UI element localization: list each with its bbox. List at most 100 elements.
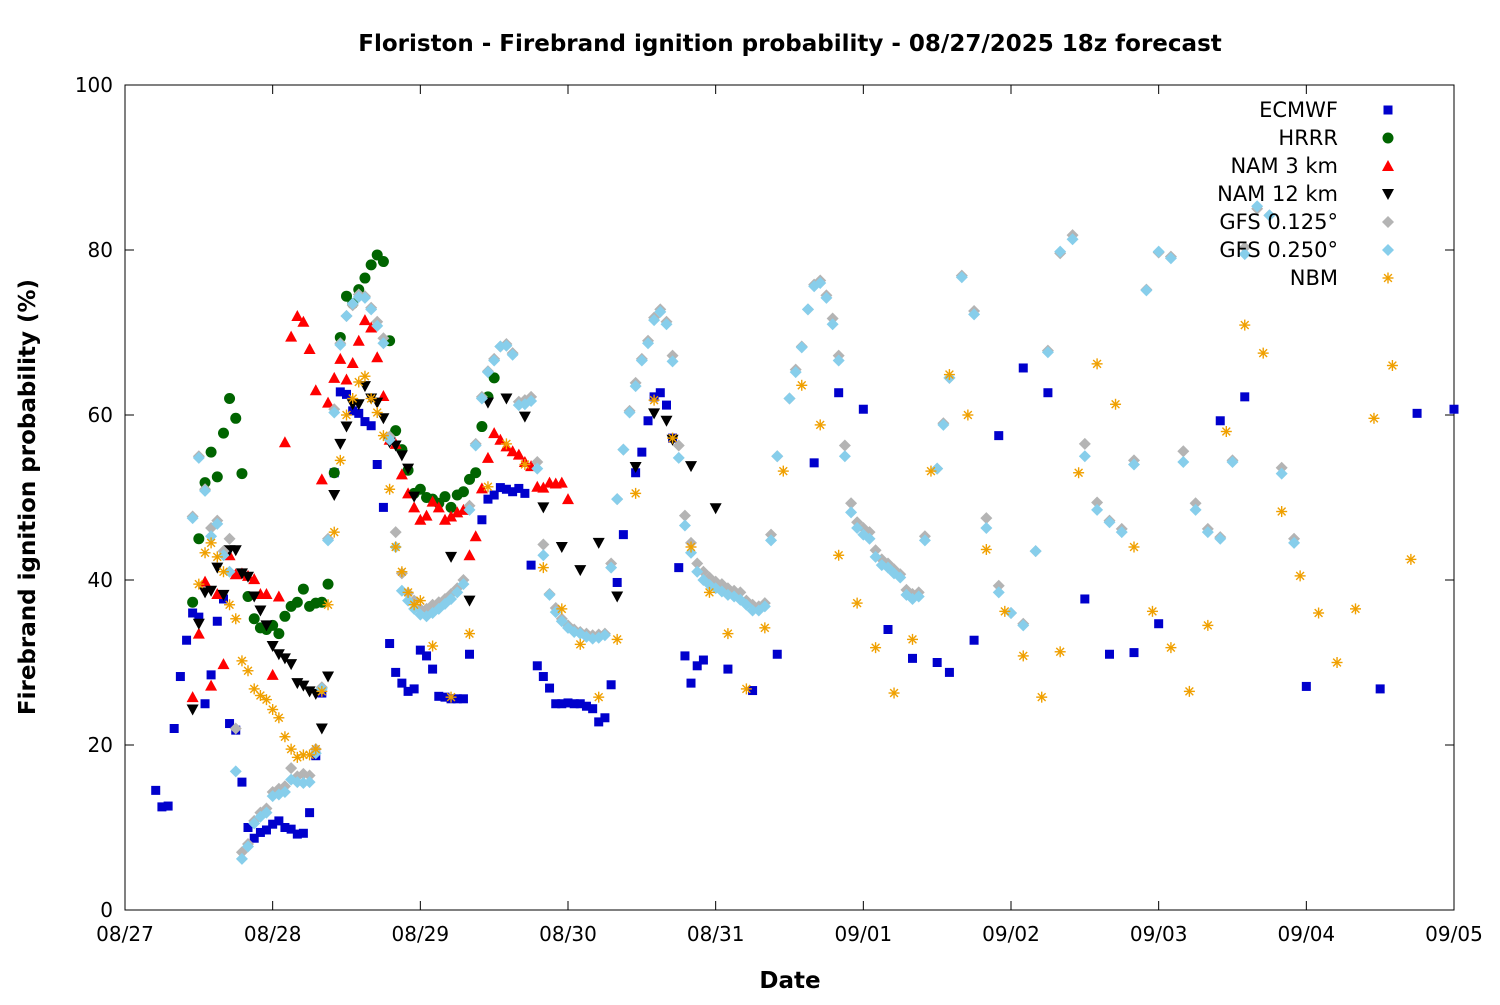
data-point-nam-12-km (408, 491, 421, 503)
data-point-gfs-0-250 (1041, 346, 1054, 359)
data-point-ecmwf (378, 502, 388, 512)
data-point-nam-12-km (537, 502, 550, 514)
data-point-hrrr (297, 583, 309, 595)
data-point-ecmwf (182, 635, 192, 645)
data-point-gfs-0-250 (838, 450, 851, 463)
data-point-ecmwf (409, 684, 419, 694)
data-point-gfs-0-250 (912, 590, 925, 603)
data-point-nbm (328, 526, 340, 538)
data-point-gfs-0-250 (365, 303, 378, 316)
data-point-nam-12-km (242, 571, 255, 583)
data-point-gfs-0-250 (746, 604, 759, 617)
y-tick-label: 20 (88, 733, 113, 757)
data-point-nam-3-km (365, 321, 378, 333)
data-point-ecmwf (249, 833, 259, 843)
data-point-nbm (1276, 506, 1288, 518)
data-point-ecmwf (655, 388, 665, 398)
data-point-gfs-0-250 (869, 550, 882, 563)
data-point-gfs-0-250 (229, 765, 242, 778)
data-point-nbm (685, 541, 697, 553)
data-point-ecmwf (298, 828, 308, 838)
data-point-nbm (814, 419, 826, 431)
data-point-gfs-0-250 (980, 522, 993, 535)
data-point-nbm (851, 597, 863, 609)
y-tick-label: 40 (88, 568, 113, 592)
data-point-nam-3-km (488, 427, 501, 439)
data-point-nam-12-km (266, 641, 279, 652)
series-hrrr (187, 249, 500, 640)
legend-marker (1382, 189, 1394, 200)
data-point-ecmwf (1080, 594, 1090, 604)
data-point-gfs-0-250 (1017, 619, 1030, 632)
data-point-nbm (1350, 603, 1362, 615)
data-point-nbm (925, 465, 937, 477)
data-point-hrrr (273, 628, 285, 640)
data-point-nam-3-km (512, 448, 525, 460)
data-point-nam-3-km (414, 513, 427, 525)
data-point-nbm (1294, 570, 1306, 582)
data-point-gfs-0-125 (838, 439, 851, 452)
data-point-gfs-0-250 (340, 310, 353, 322)
data-point-gfs-0-250 (672, 451, 685, 464)
x-tick-label: 08/30 (539, 922, 597, 946)
data-point-ecmwf (1449, 404, 1459, 414)
data-point-nam-3-km (445, 510, 458, 522)
data-point-nbm (1239, 319, 1251, 331)
data-point-nbm (199, 547, 211, 559)
data-point-ecmwf (686, 678, 696, 688)
data-point-nam-3-km (395, 468, 408, 480)
data-point-hrrr (439, 491, 451, 503)
y-axis-title: Firebrand ignition probability (%) (15, 279, 41, 715)
data-point-nam-12-km (592, 537, 605, 549)
data-point-hrrr (341, 290, 352, 302)
data-point-gfs-0-250 (303, 776, 316, 789)
data-point-ecmwf (286, 824, 296, 834)
data-point-ecmwf (637, 447, 647, 457)
data-point-ecmwf (575, 699, 585, 709)
data-point-ecmwf (994, 431, 1004, 441)
data-point-gfs-0-250 (1238, 248, 1251, 261)
data-point-ecmwf (489, 490, 499, 500)
data-point-ecmwf (292, 829, 302, 839)
data-point-nam-3-km (346, 357, 359, 369)
data-point-ecmwf (151, 785, 161, 795)
data-point-ecmwf (200, 699, 210, 709)
data-point-nam-3-km (217, 658, 230, 670)
data-point-ecmwf (1154, 619, 1164, 629)
data-point-gfs-0-250 (918, 534, 931, 547)
data-point-ecmwf (545, 683, 555, 693)
data-point-nbm (1368, 412, 1380, 424)
data-point-gfs-0-250 (937, 418, 950, 431)
data-point-ecmwf (501, 484, 511, 494)
data-point-gfs-0-250 (377, 337, 390, 350)
data-point-gfs-0-250 (666, 355, 679, 368)
data-point-nbm (611, 633, 623, 645)
data-point-ecmwf (698, 655, 708, 665)
data-point-gfs-0-250 (1029, 545, 1042, 558)
data-point-nam-3-km (463, 549, 476, 561)
data-point-nbm (402, 586, 414, 598)
data-point-nbm (273, 712, 285, 724)
legend-label: ECMWF (1259, 98, 1338, 122)
data-point-ecmwf (422, 651, 432, 661)
data-point-gfs-0-250 (543, 588, 556, 601)
data-point-nam-12-km (235, 568, 248, 580)
data-point-gfs-0-125 (1177, 445, 1190, 458)
data-point-nbm (384, 483, 396, 495)
data-point-nam-3-km (352, 334, 365, 346)
data-point-gfs-0-125 (1238, 241, 1251, 254)
data-point-nbm (777, 465, 789, 477)
data-point-gfs-0-125 (1078, 437, 1091, 450)
data-point-nam-12-km (205, 585, 218, 597)
data-point-nbm (371, 407, 383, 419)
data-point-nam-12-km (395, 450, 408, 462)
data-point-nam-3-km (278, 436, 291, 448)
data-point-ecmwf (261, 825, 271, 835)
data-point-nbm (341, 409, 352, 421)
data-point-nam-3-km (309, 384, 322, 396)
legend-label: NBM (1290, 266, 1338, 290)
data-point-ecmwf (674, 563, 684, 573)
data-point-gfs-0-250 (1288, 536, 1301, 549)
data-point-gfs-0-125 (869, 544, 882, 557)
data-point-hrrr (217, 427, 229, 439)
